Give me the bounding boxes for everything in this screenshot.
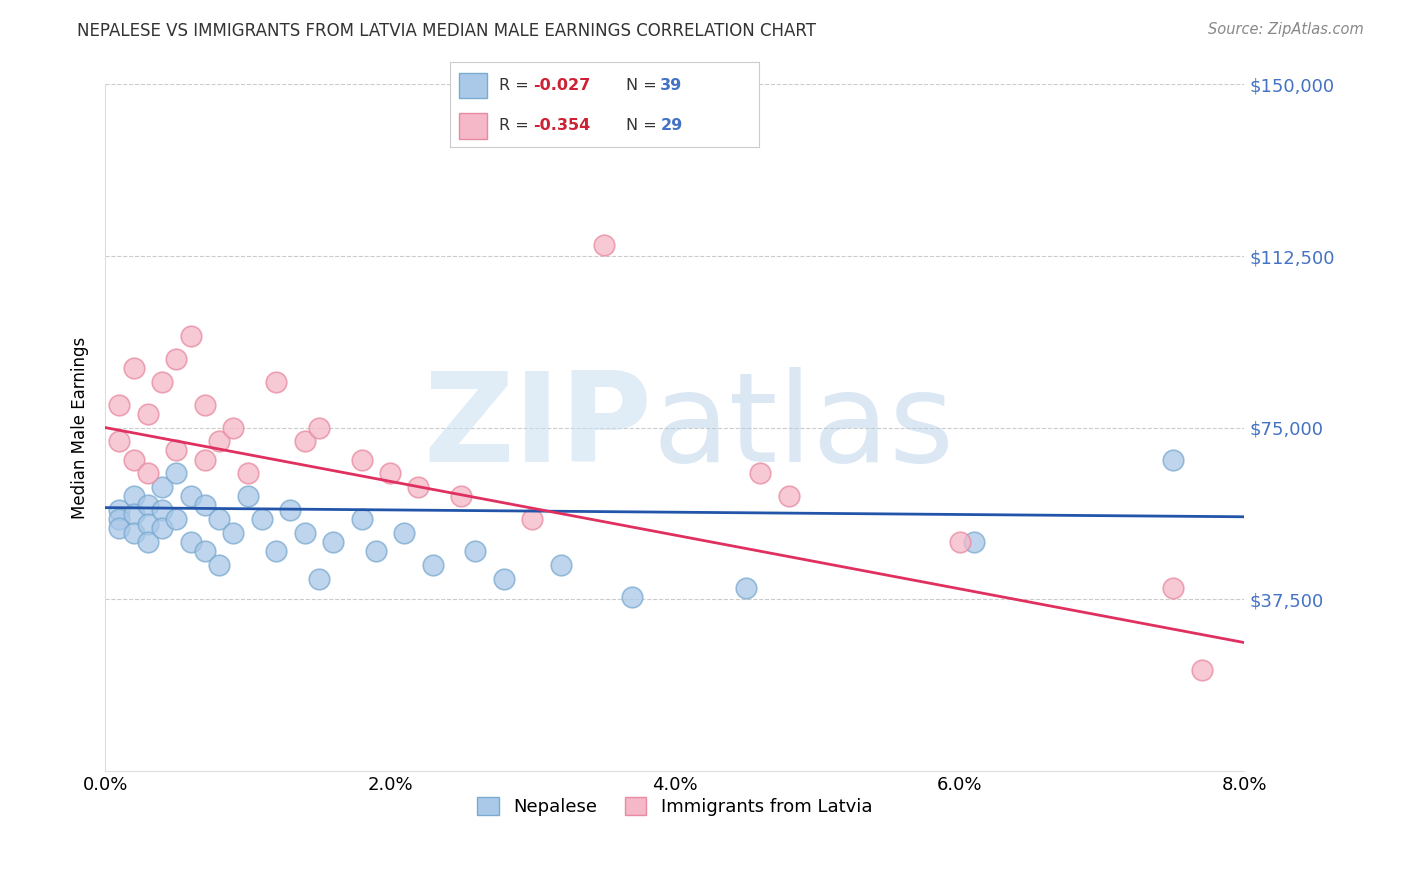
Point — [150, 480, 173, 494]
Y-axis label: Median Male Earnings: Median Male Earnings — [72, 336, 89, 518]
Point — [308, 420, 330, 434]
Point — [621, 590, 644, 604]
Point — [264, 544, 287, 558]
Point — [364, 544, 387, 558]
Point — [308, 572, 330, 586]
Point — [122, 489, 145, 503]
Point — [208, 512, 231, 526]
FancyBboxPatch shape — [460, 72, 486, 98]
Point — [165, 512, 187, 526]
Legend: Nepalese, Immigrants from Latvia: Nepalese, Immigrants from Latvia — [470, 789, 879, 823]
Point — [194, 499, 217, 513]
Point — [122, 508, 145, 522]
Point — [294, 434, 316, 449]
Point — [1191, 663, 1213, 677]
Point — [236, 489, 259, 503]
Text: R =: R = — [499, 78, 534, 93]
Point — [180, 535, 202, 549]
Point — [350, 512, 373, 526]
Point — [136, 516, 159, 531]
Point — [122, 525, 145, 540]
Point — [222, 525, 245, 540]
Point — [294, 525, 316, 540]
Point — [378, 467, 401, 481]
Point — [1161, 581, 1184, 595]
Point — [136, 407, 159, 421]
Point — [180, 329, 202, 343]
Point — [592, 237, 614, 252]
Point — [222, 420, 245, 434]
Point — [264, 375, 287, 389]
Point — [350, 452, 373, 467]
Text: atlas: atlas — [652, 368, 955, 488]
Point — [122, 452, 145, 467]
Point — [194, 452, 217, 467]
Point — [322, 535, 344, 549]
Point — [963, 535, 986, 549]
Point — [422, 558, 444, 572]
Point — [150, 375, 173, 389]
Point — [136, 535, 159, 549]
Point — [778, 489, 800, 503]
Text: -0.354: -0.354 — [533, 118, 591, 133]
Point — [122, 361, 145, 376]
Point — [108, 503, 131, 517]
Point — [136, 499, 159, 513]
Point — [150, 521, 173, 535]
Point — [408, 480, 430, 494]
Point — [492, 572, 515, 586]
Point — [108, 434, 131, 449]
Point — [735, 581, 758, 595]
Text: N =: N = — [626, 118, 662, 133]
Point — [150, 503, 173, 517]
Point — [108, 521, 131, 535]
Point — [194, 398, 217, 412]
Point — [194, 544, 217, 558]
Point — [394, 525, 416, 540]
Point — [949, 535, 972, 549]
Point — [250, 512, 273, 526]
Point — [136, 467, 159, 481]
Point — [180, 489, 202, 503]
Point — [165, 467, 187, 481]
Text: -0.027: -0.027 — [533, 78, 591, 93]
Text: 29: 29 — [661, 118, 682, 133]
Point — [749, 467, 772, 481]
Point — [236, 467, 259, 481]
Text: 39: 39 — [661, 78, 682, 93]
Point — [278, 503, 301, 517]
Point — [522, 512, 544, 526]
Point — [208, 434, 231, 449]
Point — [108, 512, 131, 526]
Point — [108, 398, 131, 412]
Point — [1161, 452, 1184, 467]
Point — [165, 351, 187, 366]
Point — [450, 489, 472, 503]
Point — [165, 443, 187, 458]
Text: ZIP: ZIP — [423, 368, 652, 488]
FancyBboxPatch shape — [460, 113, 486, 139]
Point — [550, 558, 572, 572]
Text: N =: N = — [626, 78, 662, 93]
Point — [464, 544, 486, 558]
Text: NEPALESE VS IMMIGRANTS FROM LATVIA MEDIAN MALE EARNINGS CORRELATION CHART: NEPALESE VS IMMIGRANTS FROM LATVIA MEDIA… — [77, 22, 817, 40]
Point — [208, 558, 231, 572]
Text: R =: R = — [499, 118, 534, 133]
Text: Source: ZipAtlas.com: Source: ZipAtlas.com — [1208, 22, 1364, 37]
